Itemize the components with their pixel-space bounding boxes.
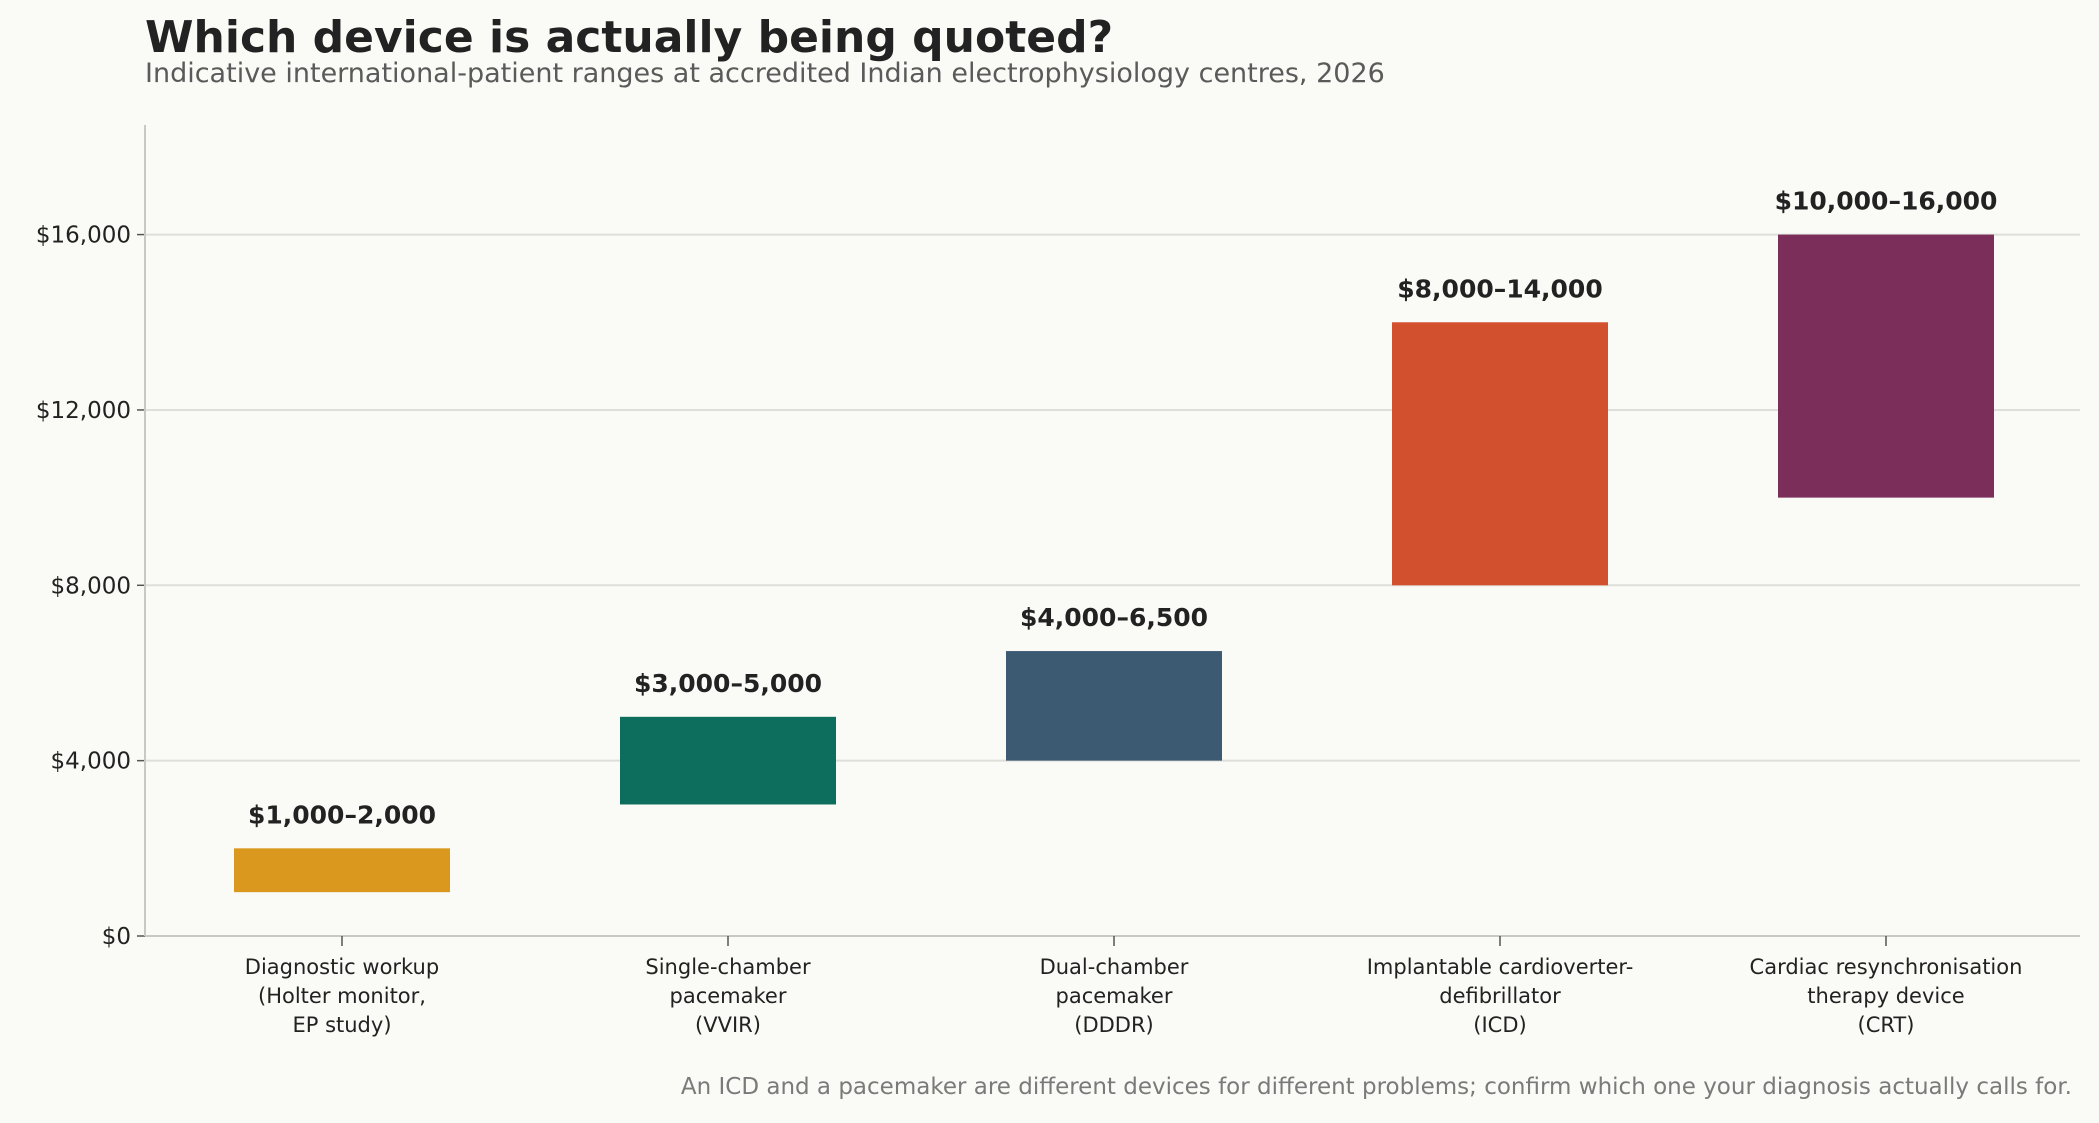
range-bar <box>1006 651 1222 761</box>
x-tick-label: pacemaker <box>670 984 787 1008</box>
range-bar <box>620 716 836 805</box>
y-tick-label: $0 <box>102 924 131 950</box>
x-tick-label: Diagnostic workup <box>245 955 439 979</box>
x-tick-label: pacemaker <box>1056 984 1173 1008</box>
range-bar <box>1778 234 1994 498</box>
x-tick-label: Implantable cardioverter- <box>1367 955 1634 979</box>
chart-subtitle: Indicative international-patient ranges … <box>145 58 1385 89</box>
x-tick-label: Dual-chamber <box>1040 955 1189 979</box>
x-tick-label: Single-chamber <box>645 955 811 979</box>
x-tick-label: (CRT) <box>1858 1013 1915 1037</box>
x-tick-label: (ICD) <box>1473 1013 1526 1037</box>
data-label: $10,000–16,000 <box>1775 187 1998 216</box>
chart-title: Which device is actually being quoted? <box>145 12 1114 63</box>
y-tick-label: $8,000 <box>51 573 131 599</box>
y-tick-label: $16,000 <box>36 223 131 249</box>
range-bar <box>1392 322 1608 586</box>
y-tick-label: $4,000 <box>51 749 131 775</box>
x-tick-label: (Holter monitor, <box>258 984 426 1008</box>
data-label: $4,000–6,500 <box>1020 603 1208 632</box>
data-label: $1,000–2,000 <box>248 800 436 829</box>
data-label: $3,000–5,000 <box>634 669 822 698</box>
x-tick-label: (DDDR) <box>1074 1013 1154 1037</box>
x-tick-label: (VVIR) <box>695 1013 761 1037</box>
x-tick-label: EP study) <box>292 1013 391 1037</box>
x-tick-label: Cardiac resynchronisation <box>1750 955 2023 979</box>
y-tick-label: $12,000 <box>36 398 131 424</box>
x-tick-label: defibrillator <box>1439 984 1561 1008</box>
range-bar <box>234 848 450 893</box>
data-label: $8,000–14,000 <box>1397 274 1602 303</box>
footnote: An ICD and a pacemaker are different dev… <box>680 1074 2072 1100</box>
x-tick-label: therapy device <box>1807 984 1964 1008</box>
